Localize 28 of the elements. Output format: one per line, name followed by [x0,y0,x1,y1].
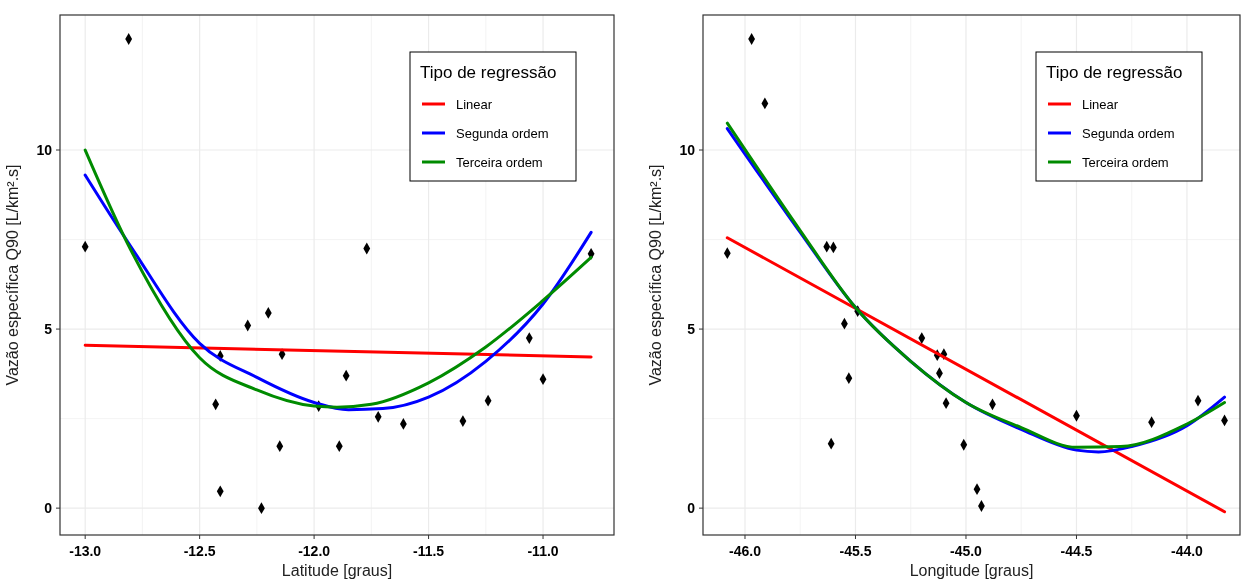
y-axis-title: Vazão específica Q90 [L/km².s] [647,164,664,386]
y-tick-label: 10 [36,141,53,158]
legend-label: Terceira ordem [1082,154,1169,170]
x-tick-label: -45.5 [839,543,872,559]
legend-label: Segunda ordem [1082,125,1175,141]
x-tick-label: -12.5 [183,543,216,559]
legend-label: Segunda ordem [456,125,549,141]
x-tick-label: -44.5 [1060,543,1093,559]
x-axis-title: Latitude [graus] [281,562,393,579]
y-tick-label: 0 [687,500,696,517]
x-tick-label: -11.0 [527,543,559,559]
x-axis-title: Longitude [graus] [909,562,1034,579]
legend-title: Tipo de regressão [1046,63,1183,82]
y-tick-label: 5 [44,320,53,337]
x-tick-label: -11.5 [413,543,445,559]
legend-label: Linear [1082,96,1119,112]
y-tick-label: 5 [687,320,696,337]
legend-title: Tipo de regressão [420,63,557,82]
y-tick-label: 0 [44,500,53,517]
x-tick-label: -45.0 [950,543,983,559]
x-tick-label: -46.0 [729,543,762,559]
legend-label: Linear [456,96,493,112]
x-tick-label: -13.0 [69,543,102,559]
y-axis-title: Vazão específica Q90 [L/km².s] [4,164,21,386]
x-tick-label: -44.0 [1171,543,1204,559]
x-tick-label: -12.0 [298,543,331,559]
y-tick-label: 10 [679,141,696,158]
legend-label: Terceira ordem [456,154,543,170]
